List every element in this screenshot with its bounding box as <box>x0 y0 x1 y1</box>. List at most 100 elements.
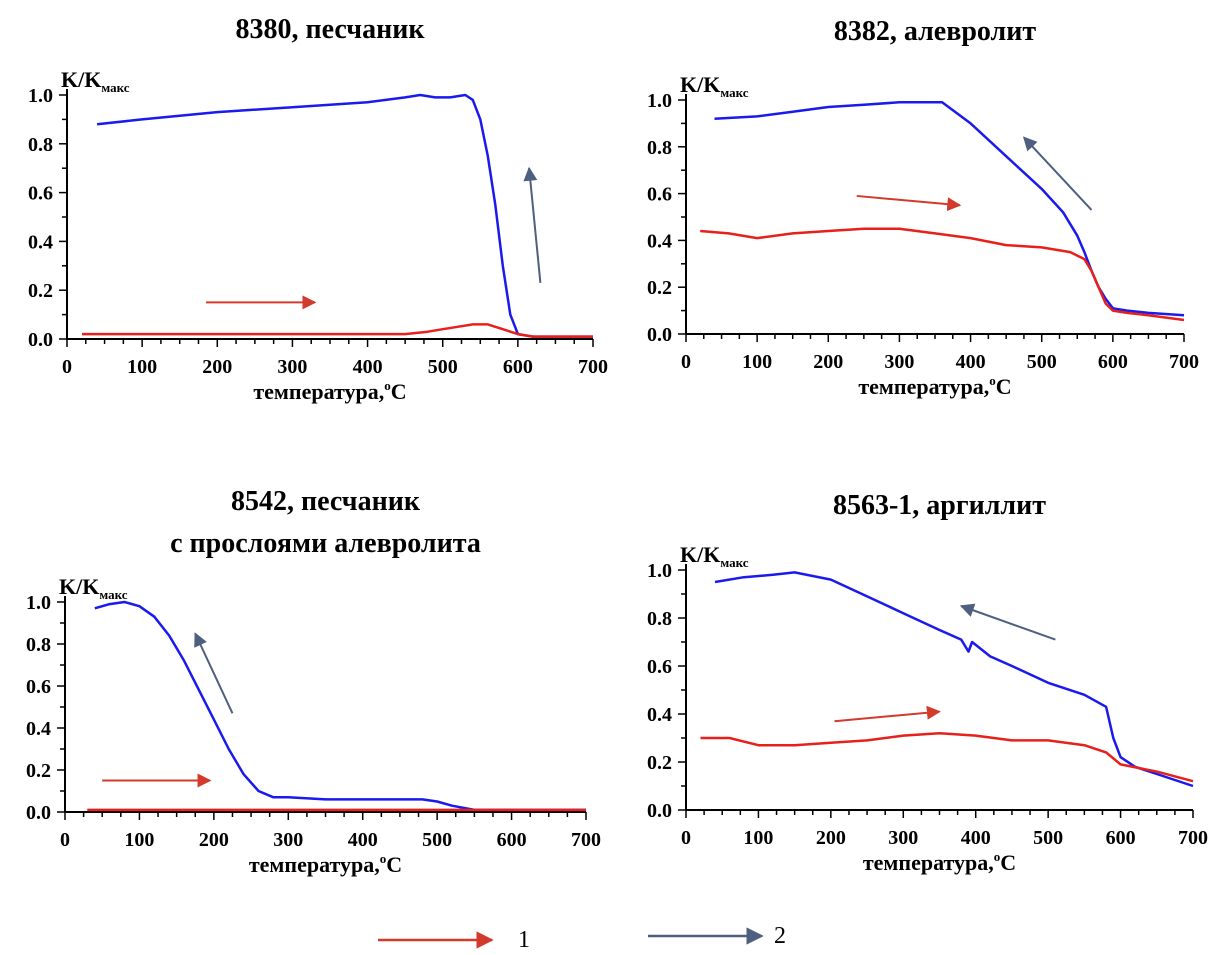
x-tick-label: 500 <box>1033 827 1063 849</box>
y-tick-label: 0.2 <box>26 760 51 782</box>
arrow-red <box>834 705 941 723</box>
x-tick-label: 200 <box>813 351 843 373</box>
series-line-heating <box>700 227 1185 322</box>
x-tick-label: 500 <box>1027 351 1057 373</box>
x-tick-label: 100 <box>124 829 154 851</box>
x-axis-label-degree: o <box>380 851 387 866</box>
y-axis-label: K/Kмакс <box>680 72 749 100</box>
chart-panels: 8380, песчаник 0 100 200 300 400 500 600 700 0.0 0… <box>26 14 1208 877</box>
x-tick-label: 400 <box>353 356 383 378</box>
x-tick-label: 100 <box>742 351 772 373</box>
y-tick-label: 0.6 <box>28 183 53 205</box>
x-tick-label: 100 <box>127 356 157 378</box>
chart-title: 8380, песчаник <box>236 14 426 45</box>
x-axis-label-degree: o <box>384 378 391 393</box>
y-axis-label-subscript: макс <box>720 85 748 100</box>
series-line-heating <box>700 731 1194 783</box>
y-tick-label: 1.0 <box>28 85 53 107</box>
x-tick-label: 500 <box>422 829 452 851</box>
y-tick-label: 0.8 <box>647 608 672 630</box>
x-axis-label: температура,oC <box>858 373 1011 399</box>
y-tick-label: 0.4 <box>647 230 672 252</box>
y-tick-label: 0.4 <box>647 704 672 726</box>
y-tick-label: 0.4 <box>28 231 53 253</box>
y-tick-label: 1.0 <box>647 560 672 582</box>
y-tick-label: 0.2 <box>28 280 53 302</box>
arrow-red <box>856 194 962 212</box>
x-tick-label: 600 <box>503 356 533 378</box>
x-tick-label: 700 <box>571 829 601 851</box>
x-tick-label: 200 <box>199 829 229 851</box>
series-line-cooling <box>714 571 1194 788</box>
x-tick-label: 300 <box>888 827 918 849</box>
y-axis-label: K/Kмакс <box>59 574 128 602</box>
x-tick-label: 0 <box>681 351 691 373</box>
chart-title: 8542, песчаник <box>231 486 421 517</box>
x-tick-label: 700 <box>1169 351 1199 373</box>
legend: 1 2 <box>378 923 786 953</box>
y-axis-label-subscript: макс <box>720 555 748 570</box>
chart-panel-1: 8380, песчаник 0 100 200 300 400 500 600 700 0.0 0… <box>28 14 608 404</box>
x-tick-label: 400 <box>956 351 986 373</box>
x-tick-label: 600 <box>1098 351 1128 373</box>
y-tick-label: 0.0 <box>647 800 672 822</box>
x-axis-label-unit: C <box>391 379 407 404</box>
series-line-cooling <box>714 101 1185 317</box>
y-tick-label: 0.6 <box>647 184 672 206</box>
series-line-cooling <box>96 93 593 338</box>
x-tick-label: 400 <box>348 829 378 851</box>
x-axis-label-unit: C <box>386 852 402 877</box>
y-axis-label-subscript: макс <box>101 80 129 95</box>
legend-label-2: 2 <box>774 923 786 949</box>
arrow-blue <box>194 632 234 714</box>
x-axis-label: температура,oC <box>253 378 406 404</box>
chart-panel-4: 8563-1, аргиллит 0 100 200 300 400 500 600 700 0.… <box>647 490 1208 875</box>
y-tick-label: 1.0 <box>26 592 51 614</box>
arrow-blue <box>1022 136 1093 211</box>
y-tick-label: 0.6 <box>647 656 672 678</box>
y-tick-label: 0.8 <box>26 634 51 656</box>
x-tick-label: 100 <box>743 827 773 849</box>
chart-title: 8563-1, аргиллит <box>833 490 1046 521</box>
x-tick-label: 700 <box>1178 827 1208 849</box>
x-tick-label: 400 <box>961 827 991 849</box>
y-axis-label-subscript: макс <box>99 587 127 602</box>
series-line-cooling <box>94 600 586 812</box>
x-axis-label-degree: o <box>989 373 996 388</box>
x-axis-label-degree: o <box>994 849 1001 864</box>
x-tick-label: 700 <box>578 356 608 378</box>
x-tick-label: 600 <box>497 829 527 851</box>
arrow-blue <box>523 166 542 283</box>
chart-title: 8382, алевролит <box>834 16 1037 47</box>
arrow-blue <box>959 603 1056 641</box>
x-tick-label: 300 <box>277 356 307 378</box>
x-axis-label-unit: C <box>1000 850 1016 875</box>
x-tick-label: 0 <box>62 356 72 378</box>
x-tick-label: 600 <box>1106 827 1136 849</box>
y-axis-label: K/Kмакс <box>680 542 749 570</box>
chart-title-line2: с прослоями алевролита <box>170 528 481 559</box>
y-tick-label: 0.2 <box>647 752 672 774</box>
y-tick-label: 0.2 <box>647 277 672 299</box>
chart-panel-2: 8382, алевролит 0 100 200 300 400 500 600 700 0.0… <box>647 16 1199 399</box>
y-tick-label: 0.8 <box>28 134 53 156</box>
chart-panel-3: 8542, песчаник с прослоями алевролита 0 100… <box>26 486 601 877</box>
x-axis-label: температура,oC <box>863 849 1016 875</box>
y-tick-label: 0.8 <box>647 137 672 159</box>
legend-label-1: 1 <box>518 927 530 953</box>
x-tick-label: 300 <box>884 351 914 373</box>
x-tick-label: 0 <box>60 829 70 851</box>
x-tick-label: 500 <box>428 356 458 378</box>
x-tick-label: 200 <box>202 356 232 378</box>
y-axis-label: K/Kмакс <box>61 67 130 95</box>
series-line-heating <box>82 323 593 338</box>
x-tick-label: 300 <box>273 829 303 851</box>
x-axis-label-unit: C <box>996 374 1012 399</box>
x-tick-label: 0 <box>681 827 691 849</box>
y-tick-label: 1.0 <box>647 90 672 112</box>
y-tick-label: 0.6 <box>26 676 51 698</box>
y-tick-label: 0.0 <box>28 329 53 351</box>
x-tick-label: 200 <box>816 827 846 849</box>
y-tick-label: 0.4 <box>26 718 51 740</box>
